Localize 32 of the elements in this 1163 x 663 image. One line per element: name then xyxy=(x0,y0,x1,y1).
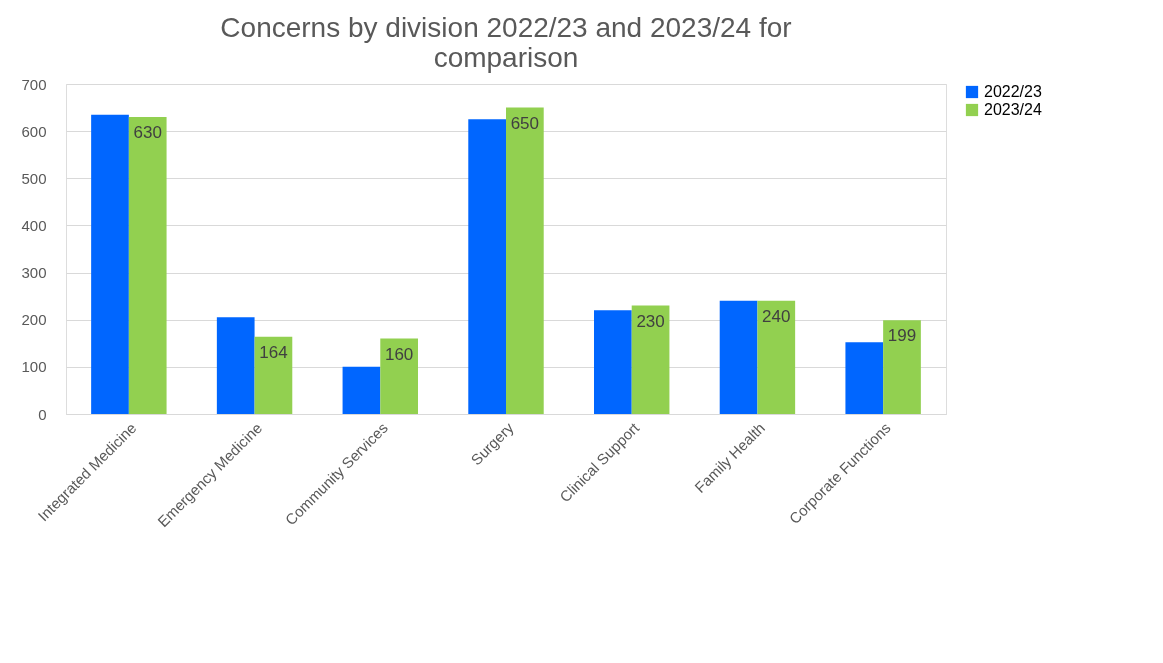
bar xyxy=(631,305,670,414)
data-label: 630 xyxy=(133,123,162,142)
data-label: 160 xyxy=(384,344,414,364)
y-tick-label: 300 xyxy=(21,264,47,282)
legend-label: 2022/23 xyxy=(984,83,1042,100)
chart-title: Concerns by division 2022/23 and 2023/24 for comparison xyxy=(220,12,792,73)
y-tick-label: 100 xyxy=(21,358,47,376)
bar xyxy=(506,107,544,414)
y-tick-label: 700 xyxy=(21,75,47,93)
y-tick-label: 600 xyxy=(21,122,47,140)
bar xyxy=(719,300,758,414)
bar xyxy=(216,317,255,414)
bar xyxy=(128,117,167,414)
bar xyxy=(342,366,381,414)
data-label: 240 xyxy=(762,306,791,326)
bar xyxy=(883,320,921,414)
bar xyxy=(254,336,293,414)
bar xyxy=(757,300,796,414)
bar xyxy=(380,338,418,414)
data-label: 199 xyxy=(887,326,917,346)
legend-label: 2023/24 xyxy=(984,101,1042,118)
bar xyxy=(91,114,129,414)
data-label: 230 xyxy=(636,311,665,331)
bar xyxy=(594,310,632,414)
bar xyxy=(468,119,506,414)
data-label: 650 xyxy=(510,113,540,133)
y-tick-label: 400 xyxy=(21,216,47,234)
y-tick-label: 0 xyxy=(38,405,47,423)
y-tick-label: 200 xyxy=(21,311,47,329)
y-tick-label: 500 xyxy=(21,169,47,187)
bar xyxy=(845,342,884,414)
data-label: 164 xyxy=(259,342,288,362)
